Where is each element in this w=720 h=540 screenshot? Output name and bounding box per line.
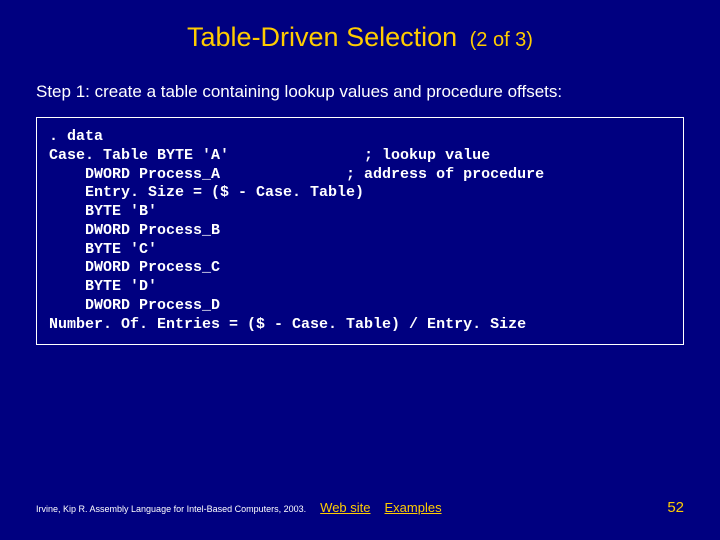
code-line: Entry. Size = ($ - Case. Table) [49,184,671,203]
page-number: 52 [667,499,684,516]
examples-link[interactable]: Examples [385,500,442,515]
slide-subtitle: Step 1: create a table containing lookup… [32,81,688,103]
code-line: Number. Of. Entries = ($ - Case. Table) … [49,316,671,335]
web-site-link[interactable]: Web site [320,500,370,515]
slide-title-suffix: (2 of 3) [470,29,533,51]
title-row: Table-Driven Selection (2 of 3) [32,22,688,53]
slide-title: Table-Driven Selection [187,22,457,52]
footer: Irvine, Kip R. Assembly Language for Int… [36,499,684,516]
code-line: DWORD Process_B [49,222,671,241]
slide: Table-Driven Selection (2 of 3) Step 1: … [0,0,720,540]
code-line: DWORD Process_C [49,259,671,278]
code-line: BYTE 'C' [49,241,671,260]
code-line: DWORD Process_D [49,297,671,316]
code-line: . data [49,128,671,147]
citation: Irvine, Kip R. Assembly Language for Int… [36,504,306,514]
code-line: DWORD Process_A ; address of procedure [49,166,671,185]
code-line: Case. Table BYTE 'A' ; lookup value [49,147,671,166]
code-line: BYTE 'D' [49,278,671,297]
code-line: BYTE 'B' [49,203,671,222]
code-box: . data Case. Table BYTE 'A' ; lookup val… [36,117,684,345]
